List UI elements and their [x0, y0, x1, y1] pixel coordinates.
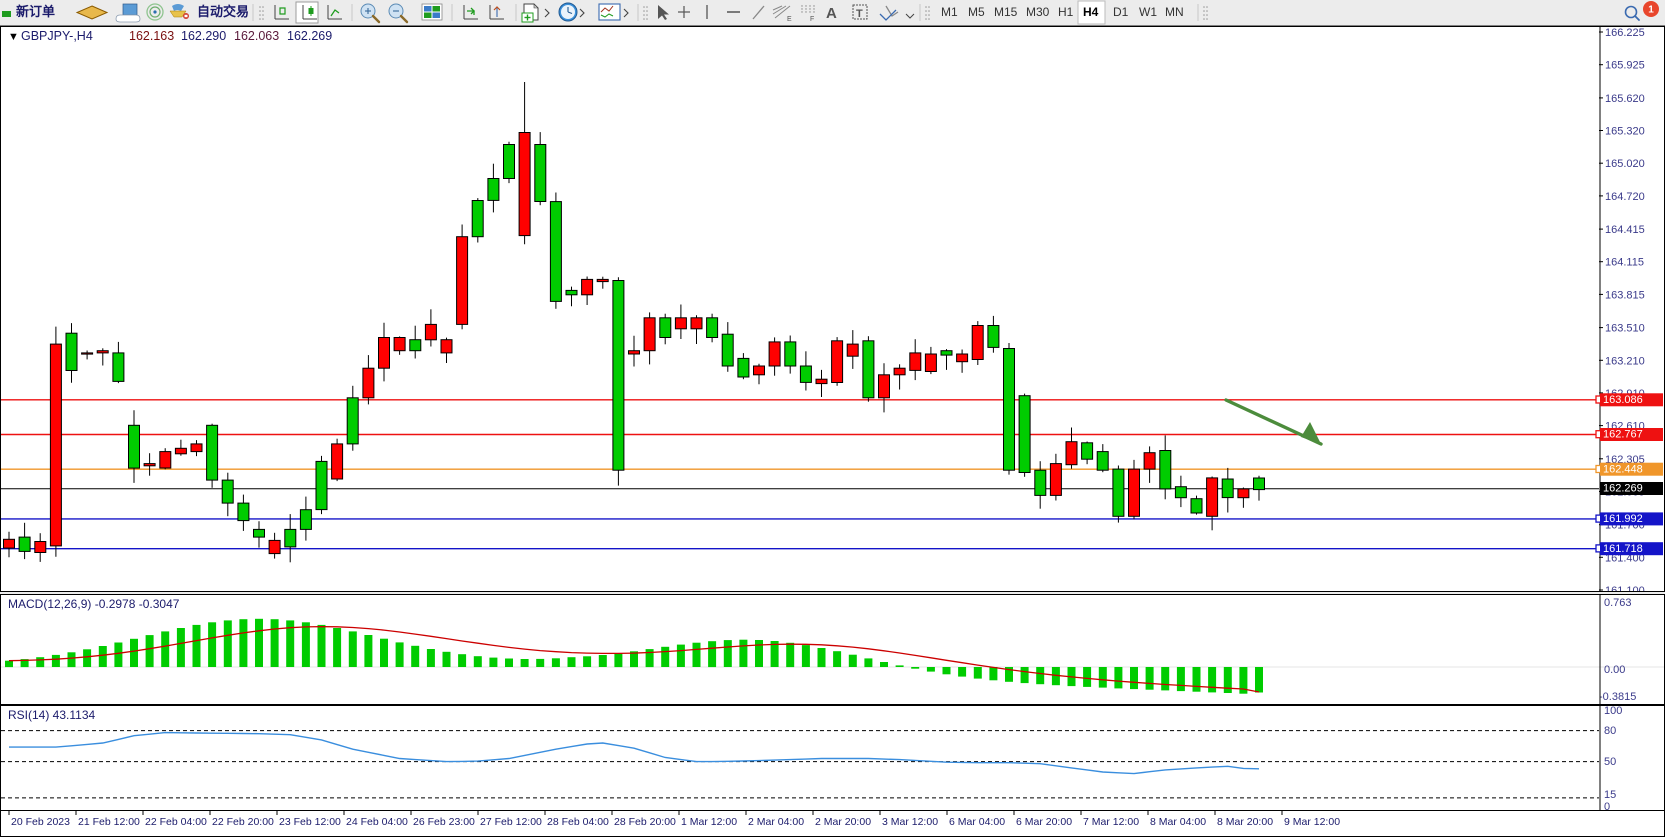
svg-text:164.720: 164.720 — [1605, 191, 1645, 203]
svg-text:6 Mar 20:00: 6 Mar 20:00 — [1016, 816, 1072, 828]
svg-text:0.763: 0.763 — [1604, 597, 1632, 609]
svg-text:21 Feb 12:00: 21 Feb 12:00 — [78, 816, 140, 828]
svg-text:▼: ▼ — [8, 31, 19, 43]
svg-text:8 Mar 20:00: 8 Mar 20:00 — [1217, 816, 1273, 828]
svg-text:100: 100 — [1604, 706, 1622, 717]
svg-text:D1: D1 — [1113, 5, 1129, 19]
svg-text:50: 50 — [1604, 756, 1616, 768]
svg-text:H1: H1 — [1058, 5, 1074, 19]
svg-text:RSI(14) 43.1134: RSI(14) 43.1134 — [8, 708, 95, 722]
svg-text:26 Feb 23:00: 26 Feb 23:00 — [413, 816, 475, 828]
svg-text:164.115: 164.115 — [1605, 257, 1644, 269]
svg-text:2 Mar 04:00: 2 Mar 04:00 — [748, 816, 804, 828]
svg-text:162.269: 162.269 — [1603, 483, 1643, 495]
svg-text:1 Mar 12:00: 1 Mar 12:00 — [681, 816, 737, 828]
svg-text:GBPJPY-,H4: GBPJPY-,H4 — [21, 29, 93, 43]
svg-text:6 Mar 04:00: 6 Mar 04:00 — [949, 816, 1005, 828]
svg-text:20 Feb 2023: 20 Feb 2023 — [11, 816, 70, 828]
svg-text:M15: M15 — [994, 5, 1018, 19]
svg-text:162.448: 162.448 — [1603, 463, 1643, 475]
svg-text:163.510: 163.510 — [1605, 323, 1645, 335]
svg-text:23 Feb 12:00: 23 Feb 12:00 — [279, 816, 341, 828]
svg-text:161.718: 161.718 — [1603, 543, 1643, 555]
svg-text:162.290: 162.290 — [181, 29, 226, 43]
svg-text:163.210: 163.210 — [1605, 355, 1645, 367]
svg-text:162.767: 162.767 — [1603, 429, 1643, 441]
svg-text:H4: H4 — [1083, 5, 1099, 19]
svg-text:27 Feb 12:00: 27 Feb 12:00 — [480, 816, 542, 828]
svg-text:164.415: 164.415 — [1605, 224, 1645, 236]
svg-text:新订单: 新订单 — [16, 4, 55, 19]
svg-text:28 Feb 20:00: 28 Feb 20:00 — [614, 816, 676, 828]
svg-text:166.225: 166.225 — [1605, 27, 1645, 39]
svg-text:22 Feb 20:00: 22 Feb 20:00 — [212, 816, 274, 828]
svg-text:24 Feb 04:00: 24 Feb 04:00 — [346, 816, 408, 828]
svg-text:F: F — [810, 16, 814, 23]
svg-text:165.620: 165.620 — [1605, 93, 1645, 105]
svg-text:165.925: 165.925 — [1605, 60, 1645, 72]
svg-text:M30: M30 — [1026, 5, 1050, 19]
svg-text:M5: M5 — [968, 5, 985, 19]
svg-text:0: 0 — [1604, 801, 1610, 811]
svg-text:22 Feb 04:00: 22 Feb 04:00 — [145, 816, 207, 828]
svg-text:E: E — [787, 16, 792, 23]
svg-text:3 Mar 12:00: 3 Mar 12:00 — [882, 816, 938, 828]
svg-text:M1: M1 — [941, 5, 958, 19]
svg-text:自动交易: 自动交易 — [197, 4, 249, 19]
svg-text:162.063: 162.063 — [234, 29, 279, 43]
svg-text:162.269: 162.269 — [287, 29, 332, 43]
svg-text:165.320: 165.320 — [1605, 126, 1645, 138]
svg-text:7 Mar 12:00: 7 Mar 12:00 — [1083, 816, 1139, 828]
svg-text:162.163: 162.163 — [129, 29, 174, 43]
svg-text:MACD(12,26,9) -0.2978 -0.3047: MACD(12,26,9) -0.2978 -0.3047 — [8, 597, 180, 611]
svg-text:161.992: 161.992 — [1603, 513, 1643, 525]
svg-text:-0.3815: -0.3815 — [1599, 691, 1636, 703]
svg-text:28 Feb 04:00: 28 Feb 04:00 — [547, 816, 609, 828]
svg-text:163.086: 163.086 — [1603, 394, 1643, 406]
svg-text:1: 1 — [1648, 5, 1654, 16]
svg-text:9 Mar 12:00: 9 Mar 12:00 — [1284, 816, 1340, 828]
svg-text:163.815: 163.815 — [1605, 289, 1645, 301]
svg-text:A: A — [826, 5, 837, 22]
svg-text:15: 15 — [1604, 789, 1616, 801]
svg-text:2 Mar 20:00: 2 Mar 20:00 — [815, 816, 871, 828]
svg-text:0.00: 0.00 — [1604, 664, 1625, 676]
svg-text:8 Mar 04:00: 8 Mar 04:00 — [1150, 816, 1206, 828]
svg-text:T: T — [856, 8, 863, 20]
svg-text:MN: MN — [1165, 5, 1184, 19]
svg-text:161.100: 161.100 — [1605, 585, 1645, 592]
svg-text:165.020: 165.020 — [1605, 158, 1645, 170]
svg-text:80: 80 — [1604, 725, 1616, 737]
svg-text:W1: W1 — [1139, 5, 1157, 19]
